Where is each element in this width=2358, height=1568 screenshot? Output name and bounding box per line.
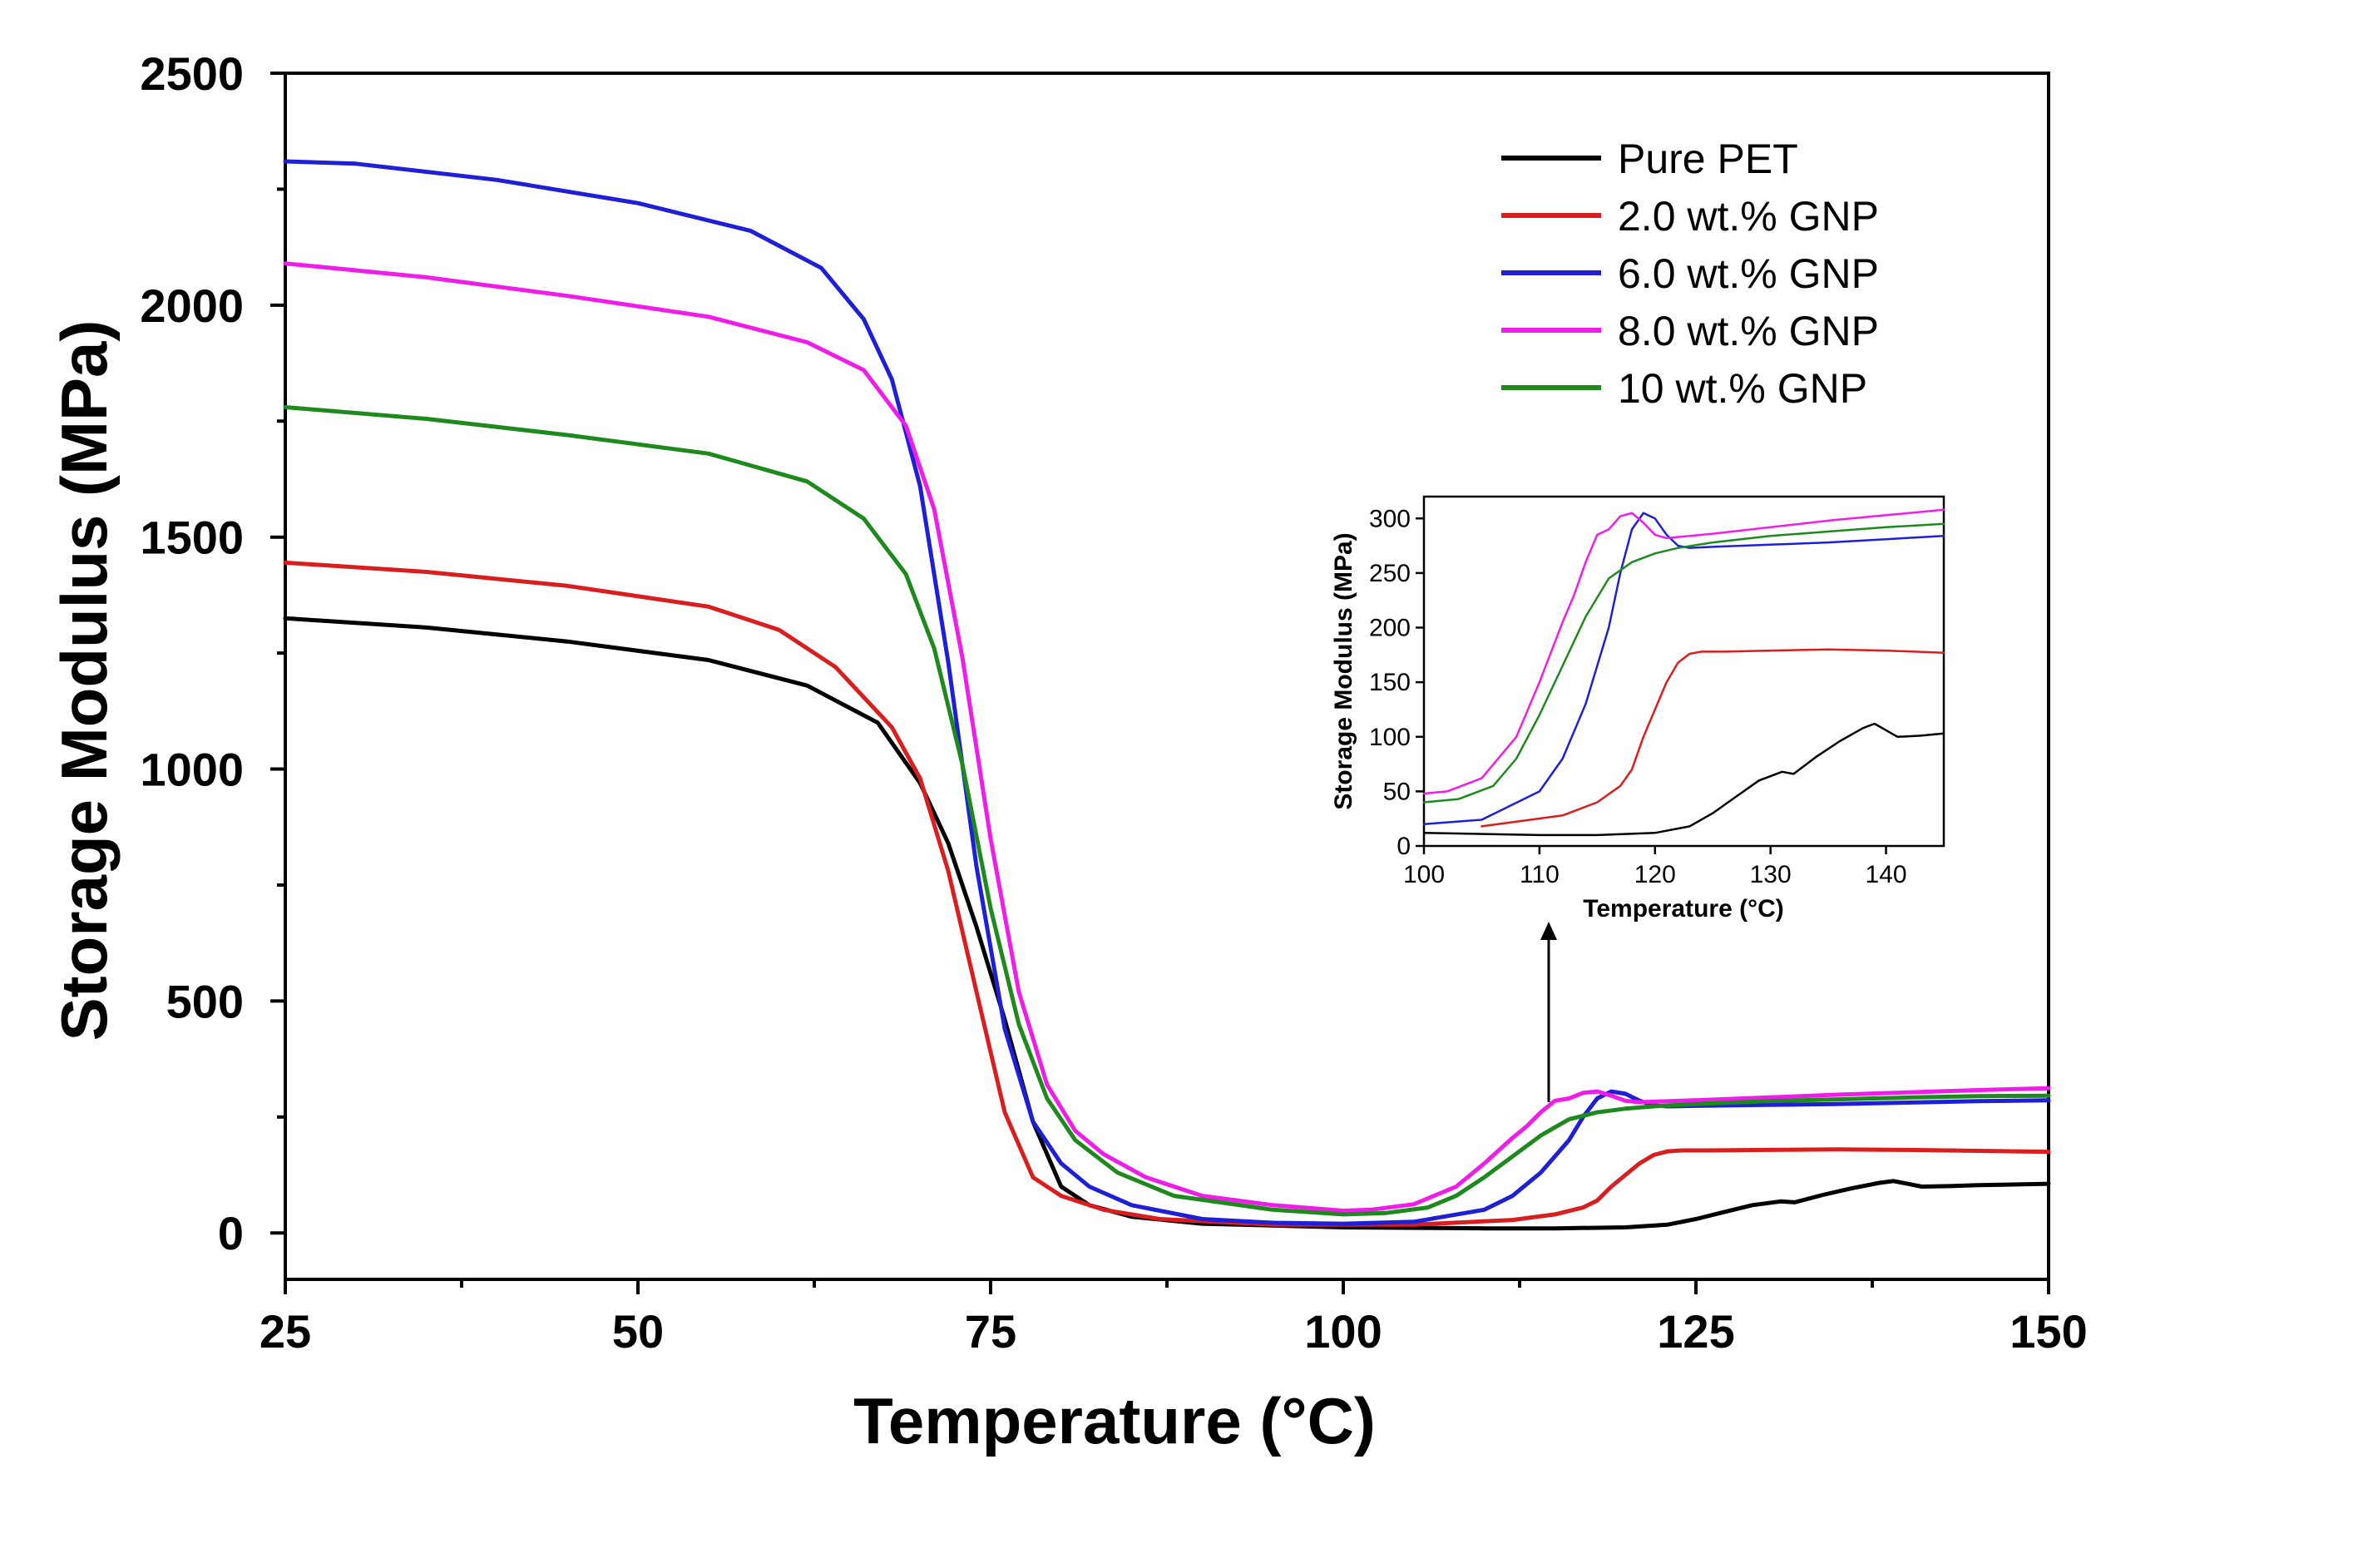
series-line-10-wt-gnp [283, 405, 2051, 1217]
inset-y-axis-ticks: 0 50 100 150 200 250 300 [1369, 505, 1424, 860]
inset-chart: 100 110 120 130 140 0 50 100 150 200 250 300 Tempe… [1330, 495, 1945, 922]
y-tick-label: 500 [166, 975, 244, 1027]
y-axis-ticks: 0 500 1000 1500 2000 2500 [140, 47, 285, 1259]
inset-x-tick-label: 140 [1866, 861, 1907, 888]
legend-label-10-wt-gnp: 10 wt.% GNP [1618, 365, 1867, 412]
y-tick-label: 1000 [140, 744, 244, 796]
inset-x-tick-label: 100 [1403, 861, 1445, 888]
y-tick-label: 2500 [140, 47, 244, 100]
inset-x-axis-label: Temperature (°C) [1583, 895, 1783, 922]
legend-label-8-0-wt-gnp: 8.0 wt.% GNP [1618, 308, 1879, 354]
legend-label-pure-pet: Pure PET [1618, 136, 1798, 182]
inset-series-line-10-wt-gnp [1422, 522, 1945, 804]
y-axis-label: Storage Modulus (MPa) [47, 320, 121, 1041]
x-tick-label: 125 [1657, 1305, 1734, 1358]
x-axis-label: Temperature (°C) [853, 1384, 1376, 1457]
series-line-8-0-wt-gnp [283, 261, 2051, 1213]
y-tick-label: 2000 [140, 279, 244, 332]
x-axis-ticks: 25 50 75 100 125 150 [260, 1279, 2088, 1358]
inset-y-tick-label: 250 [1369, 560, 1411, 587]
legend: Pure PET 2.0 wt.% GNP 6.0 wt.% GNP 8.0 wt.%… [1501, 136, 1879, 412]
inset-y-tick-label: 150 [1369, 669, 1411, 696]
inset-series-line-pure-pet [1422, 722, 1945, 837]
legend-label-6-0-wt-gnp: 6.0 wt.% GNP [1618, 250, 1879, 297]
inset-series-line-2-0-wt-gnp [1481, 648, 1945, 828]
inset-frame [1422, 495, 1945, 848]
annotation-arrow [1540, 922, 1557, 1102]
inset-y-tick-label: 50 [1383, 778, 1411, 805]
main-series-group [283, 159, 2051, 1231]
inset-series-line-6-0-wt-gnp [1422, 512, 1945, 826]
inset-x-tick-label: 130 [1750, 861, 1792, 888]
legend-label-2-0-wt-gnp: 2.0 wt.% GNP [1618, 193, 1879, 240]
x-tick-label: 25 [260, 1305, 311, 1358]
inset-y-tick-label: 100 [1369, 724, 1411, 751]
x-tick-label: 150 [2009, 1305, 2087, 1358]
series-line-2-0-wt-gnp [283, 560, 2051, 1227]
inset-x-axis-ticks: 100 110 120 130 140 [1403, 846, 1907, 888]
inset-x-tick-label: 110 [1520, 861, 1560, 888]
x-tick-label: 50 [612, 1305, 664, 1358]
inset-y-tick-label: 0 [1397, 833, 1411, 860]
inset-y-tick-label: 300 [1369, 505, 1411, 532]
inset-y-axis-label: Storage Modulus (MPa) [1330, 532, 1357, 809]
inset-y-tick-label: 200 [1369, 615, 1411, 642]
x-tick-label: 100 [1304, 1305, 1382, 1358]
x-tick-label: 75 [965, 1305, 1016, 1358]
series-line-pure-pet [283, 616, 2051, 1231]
inset-series-group [1422, 508, 1945, 837]
y-tick-label: 0 [218, 1207, 244, 1259]
inset-series-line-8-0-wt-gnp [1422, 508, 1945, 795]
inset-x-tick-label: 120 [1634, 861, 1676, 888]
y-tick-label: 1500 [140, 512, 244, 564]
